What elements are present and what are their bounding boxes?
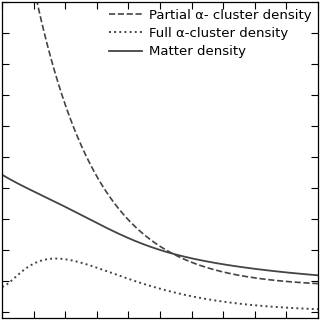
Matter density <box>32 190 36 194</box>
Matter density <box>139 241 143 245</box>
Full α-cluster density <box>247 303 251 307</box>
Line: Partial α- cluster density: Partial α- cluster density <box>2 0 318 284</box>
Full α-cluster density <box>54 257 58 260</box>
Partial α- cluster density <box>128 220 132 223</box>
Partial α- cluster density <box>252 276 256 280</box>
Matter density <box>217 262 221 266</box>
Full α-cluster density <box>316 307 320 311</box>
Matter density <box>316 273 320 277</box>
Full α-cluster density <box>0 285 4 289</box>
Partial α- cluster density <box>217 269 221 273</box>
Matter density <box>0 173 4 177</box>
Full α-cluster density <box>32 261 36 265</box>
Line: Matter density: Matter density <box>2 175 318 275</box>
Matter density <box>246 266 250 270</box>
Partial α- cluster density <box>316 282 320 285</box>
Partial α- cluster density <box>139 230 143 234</box>
Full α-cluster density <box>140 281 143 285</box>
Full α-cluster density <box>252 303 256 307</box>
Matter density <box>252 267 256 271</box>
Matter density <box>128 237 132 241</box>
Partial α- cluster density <box>246 275 250 279</box>
Legend: Partial α- cluster density, Full α-cluster density, Matter density: Partial α- cluster density, Full α-clust… <box>107 6 314 61</box>
Full α-cluster density <box>217 299 221 303</box>
Line: Full α-cluster density: Full α-cluster density <box>2 259 318 309</box>
Full α-cluster density <box>128 277 132 281</box>
